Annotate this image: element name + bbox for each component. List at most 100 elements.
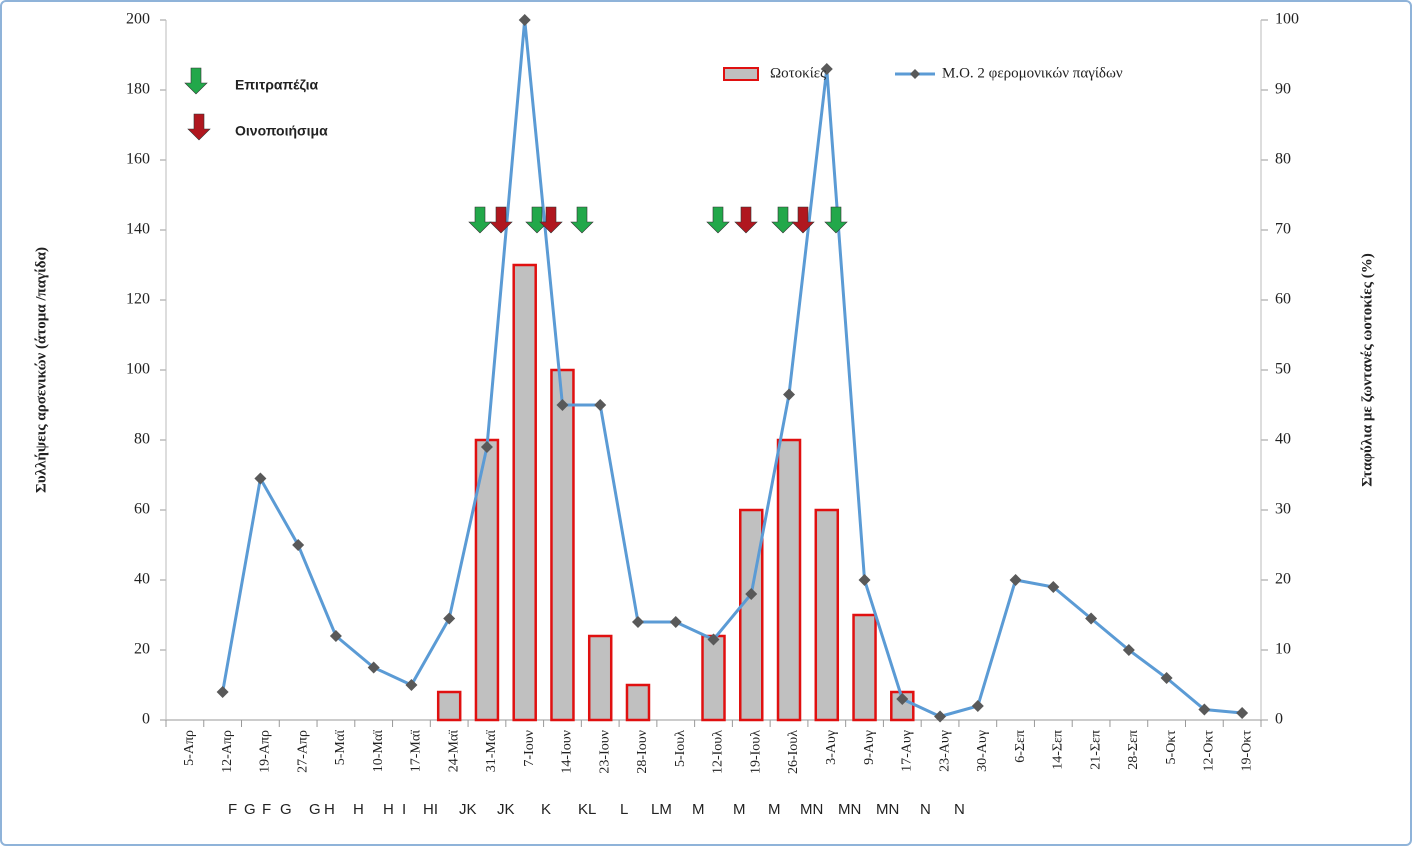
- x-tick-label: 5-Απρ: [182, 730, 197, 766]
- legend-marker: [910, 69, 920, 79]
- y2-tick-label: 70: [1275, 221, 1291, 238]
- stage-label: JK: [497, 801, 515, 818]
- stage-label: MN: [838, 801, 861, 818]
- x-tick-label: 19-Οκτ: [1239, 730, 1254, 772]
- stage-label: G: [280, 801, 292, 818]
- arrow: [489, 206, 513, 234]
- y-tick-label: 60: [134, 501, 150, 518]
- stage-label: M: [733, 801, 746, 818]
- stage-label: MN: [800, 801, 823, 818]
- marker: [1198, 703, 1211, 716]
- bar: [512, 263, 537, 722]
- marker: [1085, 612, 1098, 625]
- marker: [1236, 707, 1249, 719]
- x-tick-label: 19-Απρ: [258, 730, 273, 773]
- x-tick-label: 17-Αυγ: [900, 730, 915, 772]
- x-tick-label: 3-Αυγ: [824, 730, 839, 765]
- stage-label: M: [768, 801, 781, 818]
- y-tick-label: 160: [126, 151, 150, 168]
- stage-label: F: [228, 801, 237, 818]
- stage-label: I: [402, 801, 406, 818]
- stage-label: M: [692, 801, 705, 818]
- marker: [216, 686, 229, 698]
- x-tick-label: 30-Αυγ: [975, 730, 990, 772]
- x-tick-label: 5-Ιουλ: [673, 730, 688, 767]
- marker: [1122, 644, 1135, 656]
- y-tick-label: 20: [134, 641, 150, 658]
- bar: [436, 690, 462, 722]
- bar: [625, 683, 651, 722]
- marker: [1160, 672, 1173, 684]
- x-tick-label: 28-Ιουν: [635, 730, 650, 774]
- x-tick-label: 31-Μαϊ: [484, 730, 499, 772]
- marker: [367, 661, 380, 674]
- stage-label: KL: [578, 801, 596, 818]
- marker: [707, 633, 720, 646]
- marker: [1047, 581, 1060, 593]
- y2-tick-label: 80: [1275, 151, 1291, 168]
- bar: [587, 634, 613, 722]
- marker: [858, 574, 871, 586]
- y2-tick-label: 10: [1275, 641, 1291, 658]
- y2-tick-label: 40: [1275, 431, 1291, 448]
- x-tick-label: 23-Αυγ: [937, 730, 952, 772]
- y2-tick-label: 0: [1275, 711, 1283, 728]
- y-tick-label: 0: [142, 711, 150, 728]
- x-tick-label: 27-Απρ: [295, 730, 310, 773]
- y-tick-label: 200: [126, 11, 150, 28]
- x-tick-label: 12-Οκτ: [1202, 730, 1217, 772]
- bar: [852, 613, 877, 722]
- legend-label: Ωοτοκίες: [770, 65, 826, 81]
- y-tick-label: 80: [134, 431, 150, 448]
- x-tick-label: 5-Μαϊ: [333, 730, 348, 765]
- x-tick-label: 9-Αυγ: [862, 730, 877, 765]
- x-tick-label: 5-Οκτ: [1164, 730, 1179, 765]
- marker: [556, 399, 569, 411]
- stage-label: H: [383, 801, 394, 818]
- arrow: [734, 206, 758, 234]
- y2-tick-label: 30: [1275, 501, 1291, 518]
- marker: [669, 616, 682, 628]
- marker: [631, 616, 644, 628]
- bar: [814, 508, 840, 722]
- arrow: [187, 113, 211, 141]
- legend-swatch: [723, 67, 759, 81]
- marker: [292, 539, 305, 551]
- bar: [701, 634, 726, 722]
- x-tick-label: 14-Ιουν: [560, 730, 575, 774]
- y2-tick-label: 60: [1275, 291, 1291, 308]
- line: [221, 19, 1243, 719]
- stage-label: H: [324, 801, 335, 818]
- stage-label: H: [353, 801, 364, 818]
- marker: [405, 679, 418, 691]
- x-tick-label: 28-Σεπ: [1126, 730, 1141, 770]
- legend-label: Μ.Ο. 2 φερομονικών παγίδων: [942, 65, 1123, 81]
- y-tick-label: 140: [126, 221, 150, 238]
- arrow: [824, 206, 848, 234]
- marker: [934, 710, 947, 723]
- stage-label: N: [920, 801, 931, 818]
- y2-axis-title: Σταφύλια με ζωντανές ωοτοκίες (%): [1359, 253, 1375, 486]
- arrow: [771, 206, 795, 234]
- marker: [480, 441, 493, 453]
- stage-label: K: [541, 801, 551, 818]
- y2-tick-label: 90: [1275, 81, 1291, 98]
- x-tick-label: 10-Μαϊ: [371, 730, 386, 772]
- y2-tick-label: 100: [1275, 11, 1299, 28]
- marker: [443, 612, 456, 625]
- arrow: [539, 206, 563, 234]
- x-tick-label: 12-Απρ: [220, 730, 235, 773]
- marker: [820, 63, 833, 75]
- stage-label: MN: [876, 801, 899, 818]
- x-tick-label: 12-Ιουλ: [711, 730, 726, 774]
- y-axis-title: Συλλήψεις αρσενικών (άτομα /παγίδα): [33, 247, 49, 493]
- x-tick-label: 26-Ιουλ: [786, 730, 801, 774]
- bar: [550, 368, 575, 722]
- stage-label: JK: [459, 801, 477, 818]
- marker: [971, 700, 984, 712]
- marker: [329, 630, 342, 642]
- y-tick-label: 120: [126, 291, 150, 308]
- x-tick-label: 24-Μαϊ: [446, 730, 461, 772]
